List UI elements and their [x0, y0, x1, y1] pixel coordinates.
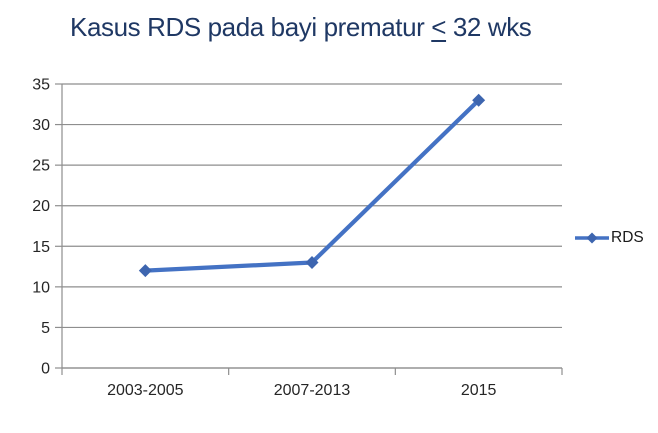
y-tick-label: 35: [32, 77, 50, 94]
y-tick-label: 10: [32, 279, 50, 296]
data-point-marker: [305, 256, 319, 270]
y-tick-label: 5: [41, 320, 50, 337]
y-tick-label: 30: [32, 117, 50, 134]
y-tick-label: 0: [41, 361, 50, 378]
data-point-marker: [472, 93, 486, 107]
chart-title-prefix: Kasus RDS pada bayi prematur: [70, 12, 432, 42]
y-tick-label: 25: [32, 158, 50, 175]
chart-title-suffix: 32 wks: [446, 12, 532, 42]
data-point-marker: [138, 264, 152, 278]
legend-label: RDS: [611, 229, 644, 246]
x-tick-label: 2007-2013: [274, 382, 351, 399]
chart-title: Kasus RDS pada bayi prematur < 32 wks: [70, 12, 532, 43]
y-tick-label: 15: [32, 239, 50, 256]
series-line: [143, 98, 481, 273]
x-tick-label: 2003-2005: [107, 382, 184, 399]
legend: RDS: [575, 229, 644, 247]
y-tick-label: 20: [32, 198, 50, 215]
x-tick-label: 2015: [461, 382, 497, 399]
chart-title-underlined-symbol: <: [431, 12, 447, 42]
legend-line-marker-icon: [575, 232, 609, 244]
